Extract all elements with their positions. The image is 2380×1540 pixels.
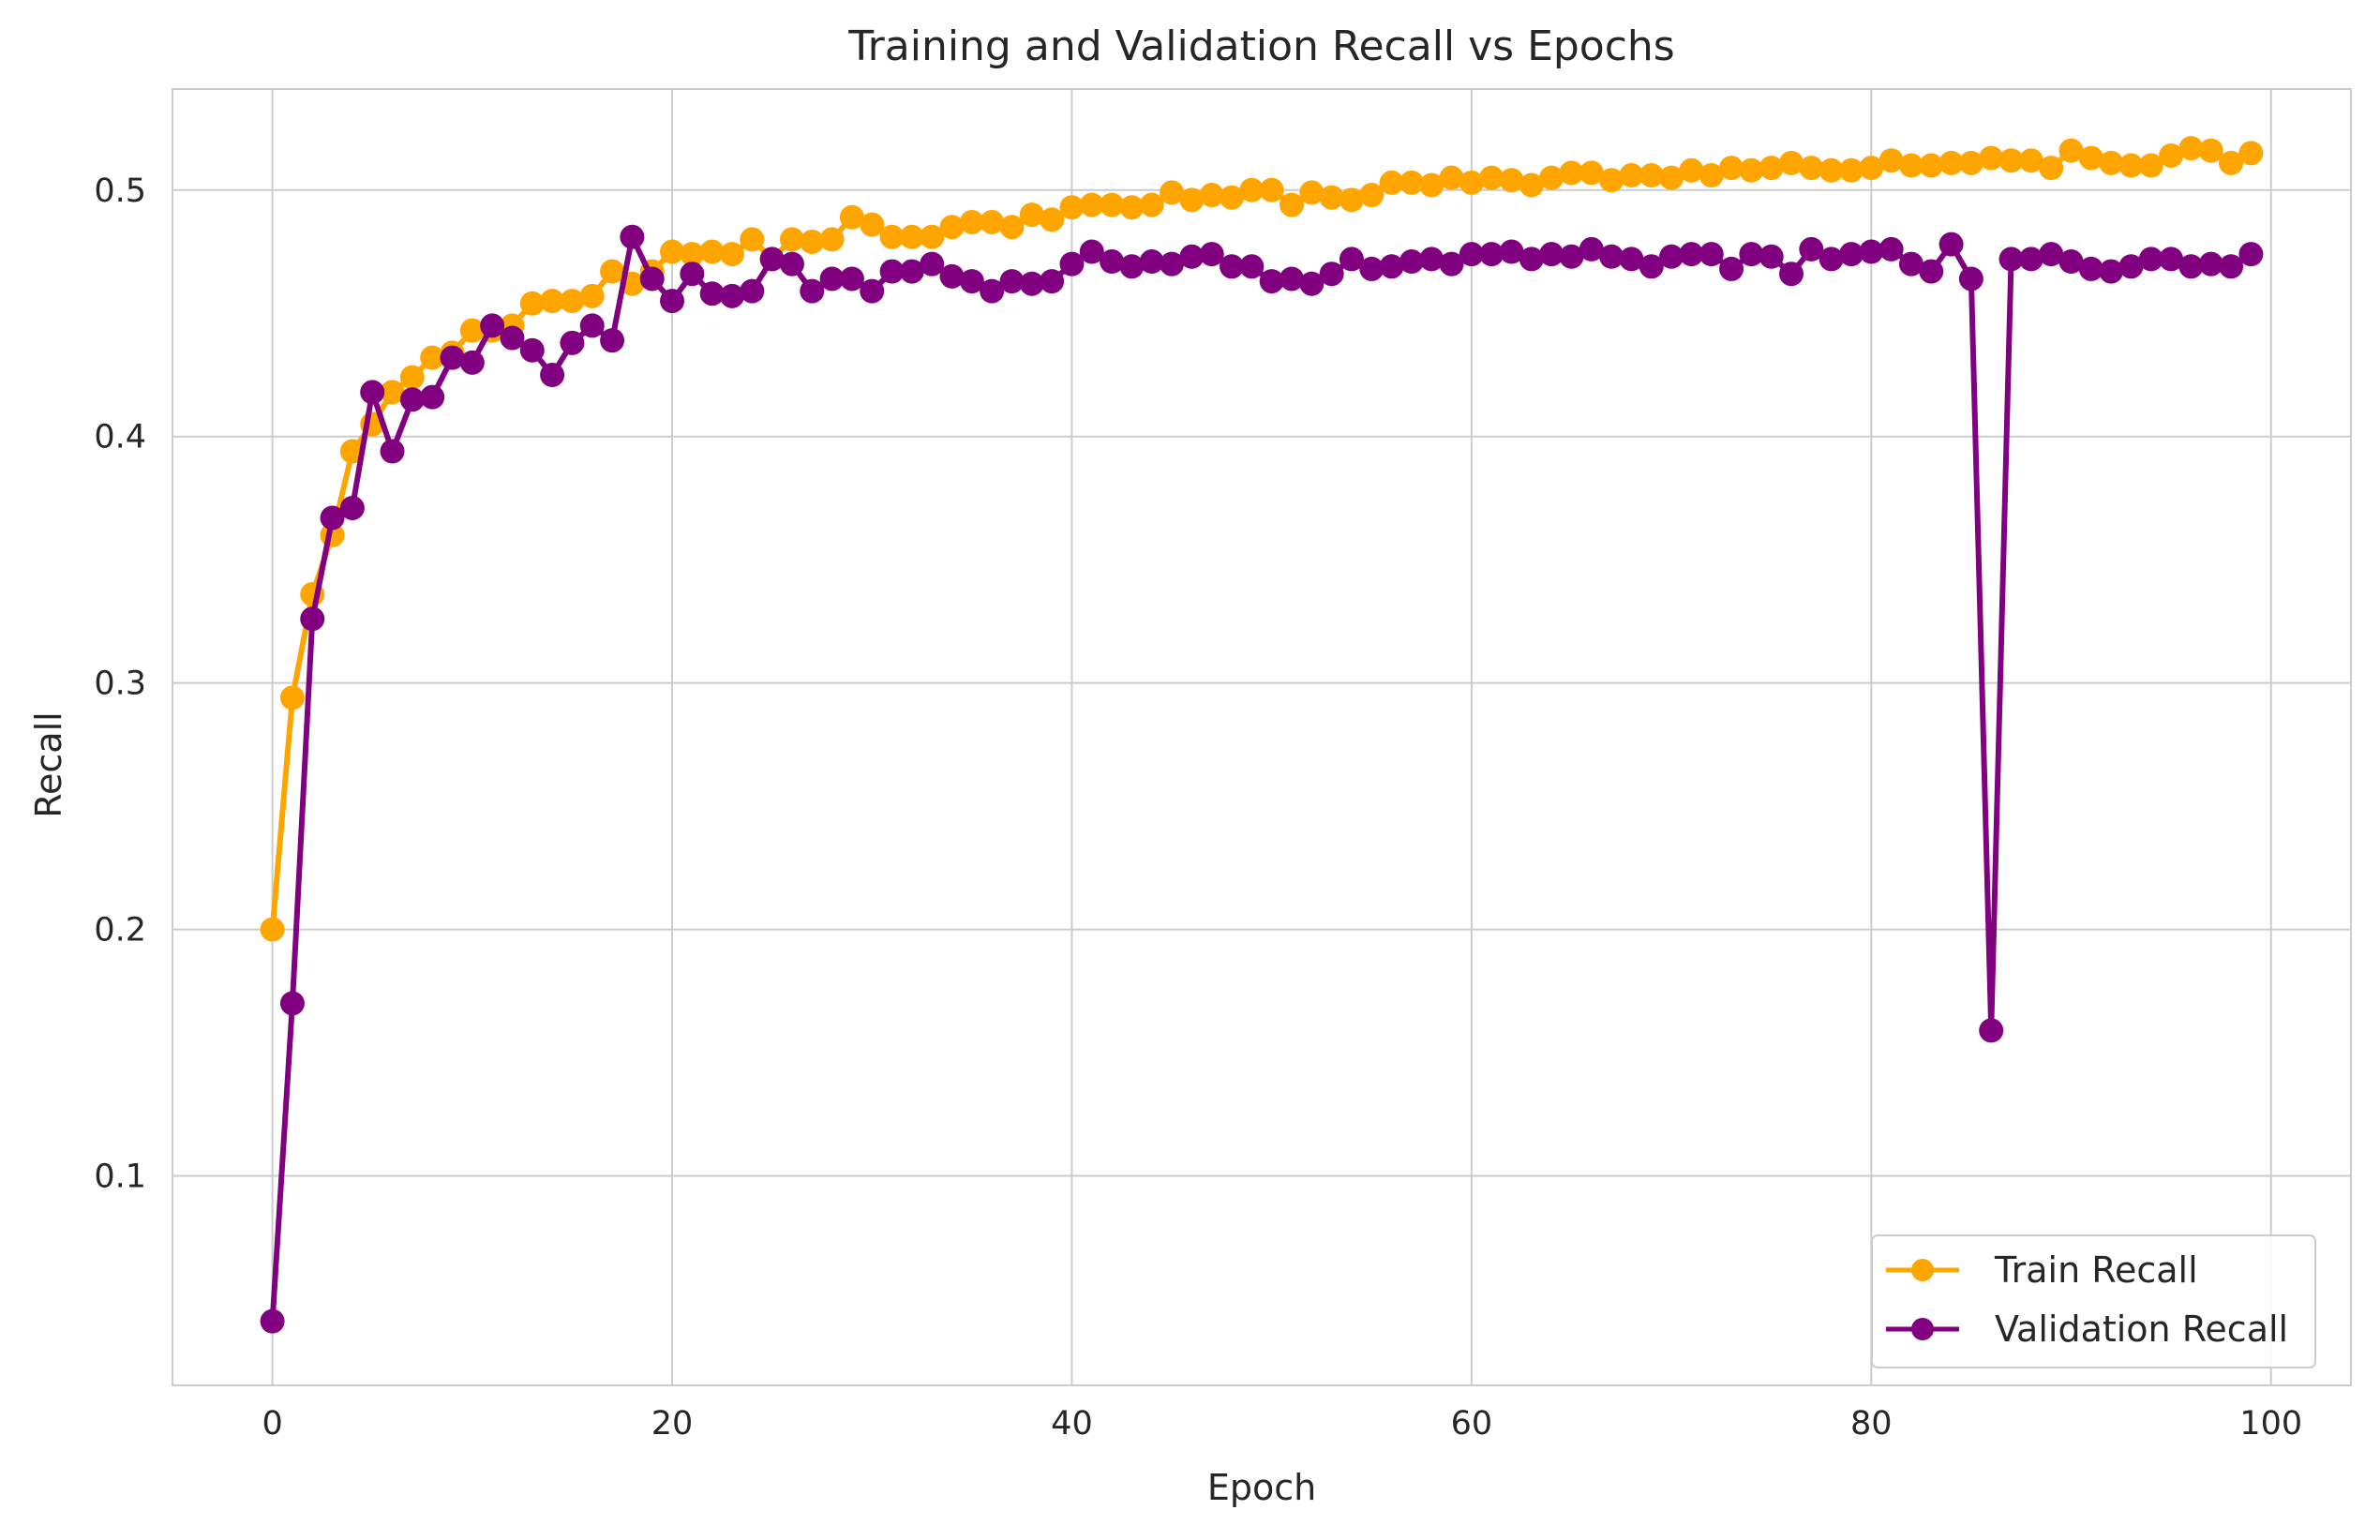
data-point-train-recall	[261, 918, 285, 942]
data-point-validation-recall	[381, 440, 405, 464]
data-point-validation-recall	[780, 252, 804, 277]
y-axis-label: Recall	[28, 711, 69, 817]
x-tick-label: 80	[1850, 1405, 1893, 1443]
data-point-validation-recall	[1040, 269, 1064, 293]
data-point-validation-recall	[1699, 242, 1724, 266]
chart-title: Training and Validation Recall vs Epochs	[847, 22, 1674, 70]
data-point-validation-recall	[1320, 262, 1344, 286]
y-tick-label: 0.4	[94, 419, 146, 456]
data-point-validation-recall	[540, 363, 564, 387]
data-point-validation-recall	[1959, 266, 1983, 291]
x-tick-label: 100	[2239, 1405, 2302, 1443]
x-axis-label: Epoch	[1207, 1467, 1316, 1508]
data-point-validation-recall	[600, 328, 624, 352]
data-point-validation-recall	[660, 289, 684, 313]
data-point-validation-recall	[460, 351, 485, 375]
data-point-validation-recall	[1879, 237, 1904, 262]
data-point-validation-recall	[340, 496, 365, 520]
data-point-train-recall	[2039, 156, 2063, 180]
data-point-train-recall	[280, 685, 305, 710]
data-point-train-recall	[580, 284, 605, 308]
data-point-train-recall	[720, 242, 744, 266]
data-point-validation-recall	[620, 225, 644, 249]
data-point-validation-recall	[640, 266, 665, 291]
data-point-validation-recall	[1919, 260, 1943, 284]
legend-validation-marker	[1911, 1318, 1934, 1340]
data-point-validation-recall	[1759, 245, 1784, 269]
x-tick-label: 0	[262, 1405, 282, 1443]
data-point-train-recall	[820, 227, 845, 251]
data-point-validation-recall	[1719, 257, 1744, 281]
data-point-validation-recall	[1939, 232, 1964, 257]
data-point-validation-recall	[2238, 242, 2263, 266]
data-point-validation-recall	[420, 385, 444, 410]
data-point-validation-recall	[520, 338, 545, 363]
data-point-train-recall	[740, 227, 764, 251]
y-tick-label: 0.5	[94, 172, 146, 210]
legend: Train Recall Validation Recall	[1872, 1235, 2315, 1368]
data-point-validation-recall	[580, 313, 605, 337]
data-point-validation-recall	[680, 262, 704, 286]
legend-validation-label: Validation Recall	[1995, 1308, 2288, 1350]
data-point-validation-recall	[560, 331, 584, 355]
data-point-validation-recall	[860, 279, 884, 304]
y-tick-label: 0.1	[94, 1159, 146, 1196]
data-point-validation-recall	[261, 1309, 285, 1334]
data-point-validation-recall	[1779, 262, 1804, 286]
data-point-validation-recall	[300, 606, 324, 631]
y-tick-label: 0.2	[94, 912, 146, 949]
data-point-validation-recall	[1239, 254, 1264, 278]
data-point-validation-recall	[280, 991, 305, 1015]
legend-train-marker	[1911, 1259, 1934, 1281]
data-point-validation-recall	[360, 380, 384, 404]
x-tick-label: 20	[651, 1405, 694, 1443]
data-point-train-recall	[400, 366, 425, 390]
y-tick-label: 0.3	[94, 665, 146, 703]
legend-train-label: Train Recall	[1994, 1249, 2198, 1291]
x-tick-label: 40	[1051, 1405, 1093, 1443]
data-point-train-recall	[2238, 141, 2263, 165]
x-tick-label: 60	[1451, 1405, 1493, 1443]
data-point-train-recall	[1260, 178, 1284, 202]
data-point-validation-recall	[740, 279, 764, 304]
data-point-validation-recall	[1979, 1018, 2003, 1042]
